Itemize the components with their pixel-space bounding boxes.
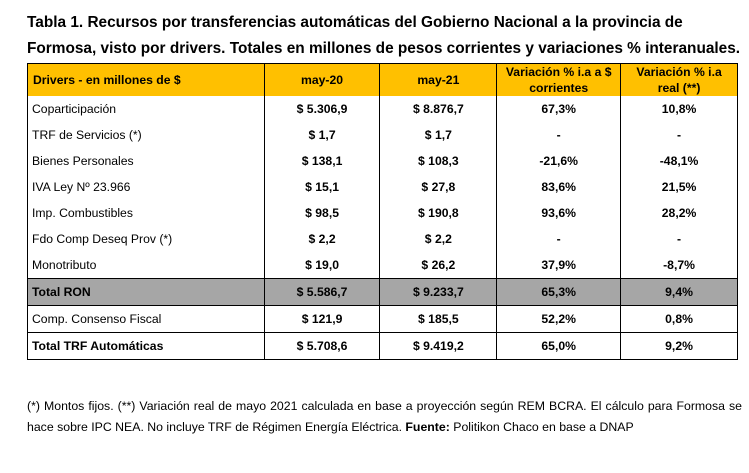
cell-may21: $ 27,8 bbox=[379, 174, 498, 200]
row-label: Comp. Consenso Fiscal bbox=[27, 305, 265, 333]
cell-var-corr: 65,3% bbox=[496, 278, 622, 306]
table-row: Imp. Combustibles $ 98,5 $ 190,8 93,6% 2… bbox=[27, 200, 738, 226]
row-label: Fdo Comp Deseq Prov (*) bbox=[27, 226, 265, 252]
cell-may21: $ 26,2 bbox=[379, 252, 498, 279]
cell-var-corr: - bbox=[496, 122, 622, 148]
footnote: (*) Montos fijos. (**) Variación real de… bbox=[27, 396, 742, 438]
row-label: Total TRF Automáticas bbox=[27, 332, 265, 360]
table-row: TRF de Servicios (*) $ 1,7 $ 1,7 - - bbox=[27, 122, 738, 148]
cell-may21: $ 9.233,7 bbox=[379, 278, 498, 306]
cell-may20: $ 5.586,7 bbox=[264, 278, 381, 306]
source-label: Fuente: bbox=[405, 420, 450, 434]
cell-may21: $ 108,3 bbox=[379, 148, 498, 174]
footnote-text: (*) Montos fijos. (**) Variación real de… bbox=[27, 399, 742, 434]
total-trf-row: Total TRF Automáticas $ 5.708,6 $ 9.419,… bbox=[27, 332, 738, 360]
cell-may21: $ 1,7 bbox=[379, 122, 498, 148]
cell-var-real: 21,5% bbox=[661, 180, 697, 194]
source-text: Politikon Chaco en base a DNAP bbox=[453, 420, 634, 434]
row-label: Bienes Personales bbox=[27, 148, 265, 174]
cell-may20: $ 5.306,9 bbox=[264, 96, 381, 122]
cell-var-real: -48,1% bbox=[659, 154, 699, 168]
cell-may21: $ 185,5 bbox=[379, 305, 498, 333]
table-row: IVA Ley Nº 23.966 $ 15,1 $ 27,8 83,6% 21… bbox=[27, 174, 738, 200]
header-var-corrientes: Variación % i.a a $ corrientes bbox=[496, 63, 622, 96]
cell-may21: $ 9.419,2 bbox=[379, 332, 498, 360]
cell-var-corr: -21,6% bbox=[496, 148, 622, 174]
cell-var-corr: 52,2% bbox=[496, 305, 622, 333]
cell-may20: $ 15,1 bbox=[264, 174, 381, 200]
cell-var-real: - bbox=[677, 232, 682, 246]
cell-var-corr: 93,6% bbox=[496, 200, 622, 226]
cell-may20: $ 1,7 bbox=[264, 122, 381, 148]
table-title: Tabla 1. Recursos por transferencias aut… bbox=[27, 14, 741, 57]
cell-var-real: - bbox=[677, 128, 682, 142]
table-row: Comp. Consenso Fiscal $ 121,9 $ 185,5 52… bbox=[27, 305, 738, 333]
cell-may21: $ 2,2 bbox=[379, 226, 498, 252]
cell-may21: $ 8.876,7 bbox=[379, 96, 498, 122]
header-may20: may-20 bbox=[264, 63, 381, 96]
table-row: Fdo Comp Deseq Prov (*) $ 2,2 $ 2,2 - - bbox=[27, 226, 738, 252]
table-header-row: Drivers - en millones de $ may-20 may-21… bbox=[27, 63, 738, 96]
cell-may21: $ 190,8 bbox=[379, 200, 498, 226]
table-row: Monotributo $ 19,0 $ 26,2 37,9% -8,7% bbox=[27, 252, 738, 279]
row-label: Monotributo bbox=[27, 252, 265, 279]
cell-may20: $ 19,0 bbox=[264, 252, 381, 279]
cell-may20: $ 98,5 bbox=[264, 200, 381, 226]
header-var-real: Variación % i.a real (**) bbox=[620, 63, 738, 96]
cell-var-real: 0,8% bbox=[665, 312, 693, 326]
cell-var-real: 28,2% bbox=[661, 206, 697, 220]
header-may21: may-21 bbox=[379, 63, 498, 96]
row-label: Imp. Combustibles bbox=[27, 200, 265, 226]
row-label: Coparticipación bbox=[27, 96, 265, 122]
cell-var-corr: 65,0% bbox=[496, 332, 622, 360]
cell-var-real: 9,2% bbox=[620, 332, 738, 360]
cell-var-corr: 67,3% bbox=[496, 96, 622, 122]
table-row: Coparticipación $ 5.306,9 $ 8.876,7 67,3… bbox=[27, 96, 738, 122]
cell-var-real: 10,8% bbox=[661, 102, 697, 116]
cell-may20: $ 2,2 bbox=[264, 226, 381, 252]
cell-may20: $ 138,1 bbox=[264, 148, 381, 174]
cell-may20: $ 5.708,6 bbox=[264, 332, 381, 360]
row-label: TRF de Servicios (*) bbox=[27, 122, 265, 148]
transfers-table: Drivers - en millones de $ may-20 may-21… bbox=[27, 63, 738, 360]
header-drivers: Drivers - en millones de $ bbox=[27, 63, 265, 96]
row-label: Total RON bbox=[27, 278, 265, 306]
cell-var-corr: 83,6% bbox=[496, 174, 622, 200]
cell-var-corr: - bbox=[496, 226, 622, 252]
cell-var-real: -8,7% bbox=[663, 258, 695, 272]
total-ron-row: Total RON $ 5.586,7 $ 9.233,7 65,3% 9,4% bbox=[27, 278, 738, 306]
cell-may20: $ 121,9 bbox=[264, 305, 381, 333]
cell-var-real: 9,4% bbox=[620, 278, 738, 306]
cell-var-corr: 37,9% bbox=[496, 252, 622, 279]
table-row: Bienes Personales $ 138,1 $ 108,3 -21,6%… bbox=[27, 148, 738, 174]
row-label: IVA Ley Nº 23.966 bbox=[27, 174, 265, 200]
